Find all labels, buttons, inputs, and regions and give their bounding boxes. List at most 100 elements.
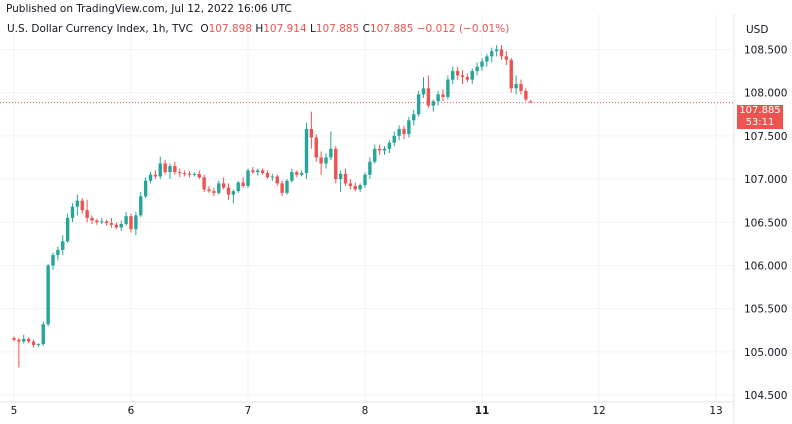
legend-close-value: 107.885	[369, 23, 414, 35]
candle-body	[182, 173, 187, 175]
candle-body	[402, 128, 406, 135]
candle-body	[114, 224, 119, 228]
candle-body	[260, 170, 265, 174]
candle	[499, 45, 504, 60]
candle	[397, 125, 401, 141]
candle	[61, 235, 65, 256]
candle	[12, 336, 16, 342]
candle-body	[334, 148, 338, 180]
candle	[231, 189, 236, 204]
candle-body	[304, 128, 309, 174]
candle	[95, 218, 99, 225]
candle	[519, 79, 523, 95]
y-tick-label: 107.000	[744, 174, 787, 186]
candle-body	[26, 338, 31, 342]
candle-body	[353, 185, 357, 190]
candle-body	[41, 324, 45, 345]
candle-body	[17, 339, 21, 342]
legend-open-label: O	[200, 23, 209, 35]
candle-body	[363, 174, 367, 186]
candle	[182, 170, 187, 177]
candle	[275, 174, 279, 186]
candle	[17, 338, 21, 368]
candle	[26, 337, 31, 344]
candle-body	[280, 183, 284, 193]
chart-panel[interactable]: 5 6 7 8 11 12 13 104.500 105.000 105.500 106.000 1…	[0, 14, 792, 424]
candle	[129, 213, 133, 233]
candle	[348, 179, 353, 190]
candle-body	[173, 166, 177, 173]
candle-body	[80, 200, 84, 211]
candle	[187, 171, 192, 178]
y-tick-label: 106.500	[744, 217, 787, 229]
candlestick-chart[interactable]: 5 6 7 8 11 12 13 104.500105.000105.500106.0001…	[0, 14, 792, 424]
candle-body	[455, 71, 460, 76]
candle-body	[416, 94, 421, 115]
candle	[285, 179, 289, 195]
candle-body	[314, 137, 318, 158]
x-tick-label: 5	[11, 405, 18, 417]
candle	[382, 146, 387, 155]
candle	[524, 88, 528, 102]
candle	[353, 182, 357, 192]
candle	[90, 215, 94, 224]
candle-body	[12, 338, 16, 340]
candle-body	[217, 183, 221, 193]
candle	[485, 53, 489, 67]
candle-body	[387, 142, 392, 149]
candle	[212, 187, 216, 197]
candle	[202, 174, 206, 193]
candle-body	[475, 66, 479, 72]
candle-body	[124, 216, 128, 224]
candle	[314, 134, 318, 162]
candle	[377, 144, 382, 155]
y-tick-label: 104.500	[744, 390, 787, 402]
published-caption: Published on TradingView.com, Jul 12, 20…	[6, 3, 292, 15]
candle	[455, 66, 460, 80]
candle-body	[46, 265, 50, 325]
candle	[168, 163, 172, 180]
candle	[158, 156, 162, 180]
candle-body	[319, 157, 323, 164]
candle	[265, 170, 270, 180]
candle-body	[436, 94, 440, 102]
candle	[153, 170, 158, 180]
candle	[329, 131, 333, 161]
x-axis-ticks: 5 6 7 8 11 12 13	[11, 405, 723, 417]
candle	[309, 111, 314, 149]
candle	[114, 222, 119, 230]
candle-body	[246, 170, 250, 186]
candle-body	[231, 191, 236, 195]
candle	[241, 177, 245, 188]
candle-body	[178, 172, 182, 174]
legend-open-value: 107.898	[208, 23, 252, 35]
candle	[192, 172, 197, 177]
y-tick-label: 106.000	[744, 260, 787, 272]
candle-body	[412, 114, 416, 121]
candle	[426, 75, 431, 109]
last-price-value: 107.885	[739, 105, 781, 116]
candle	[139, 192, 143, 218]
x-tick-label: 8	[362, 405, 369, 417]
candle-body	[163, 163, 167, 173]
candle	[295, 170, 299, 178]
candle	[221, 177, 226, 190]
candle-body	[129, 216, 133, 230]
y-tick-label: 108.500	[744, 44, 787, 56]
chart-legend: U.S. Dollar Currency Index, 1h, TVC O107…	[7, 23, 509, 35]
candle	[338, 170, 343, 193]
candle	[31, 339, 36, 348]
candle-body	[256, 170, 260, 173]
candle	[334, 146, 338, 184]
last-price-tag: 107.885 53:11	[737, 105, 783, 129]
candle-body	[221, 183, 226, 188]
candle	[470, 68, 474, 84]
candle-body	[299, 173, 304, 175]
candle	[324, 153, 328, 169]
candle	[407, 116, 411, 138]
candle	[207, 185, 211, 193]
candle	[134, 211, 138, 236]
legend-low-label: L	[310, 23, 316, 35]
x-tick-label: 11	[475, 405, 490, 417]
candle-body	[265, 173, 270, 178]
